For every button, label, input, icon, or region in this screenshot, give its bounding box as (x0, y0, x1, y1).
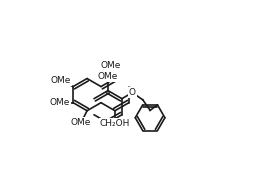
Text: OMe: OMe (51, 76, 71, 85)
Text: OMe: OMe (49, 98, 70, 107)
Text: O: O (129, 88, 136, 97)
Text: OMe: OMe (101, 61, 121, 70)
Text: CH₂OH: CH₂OH (100, 119, 130, 128)
Text: OMe: OMe (71, 119, 91, 127)
Text: OMe: OMe (98, 72, 118, 81)
